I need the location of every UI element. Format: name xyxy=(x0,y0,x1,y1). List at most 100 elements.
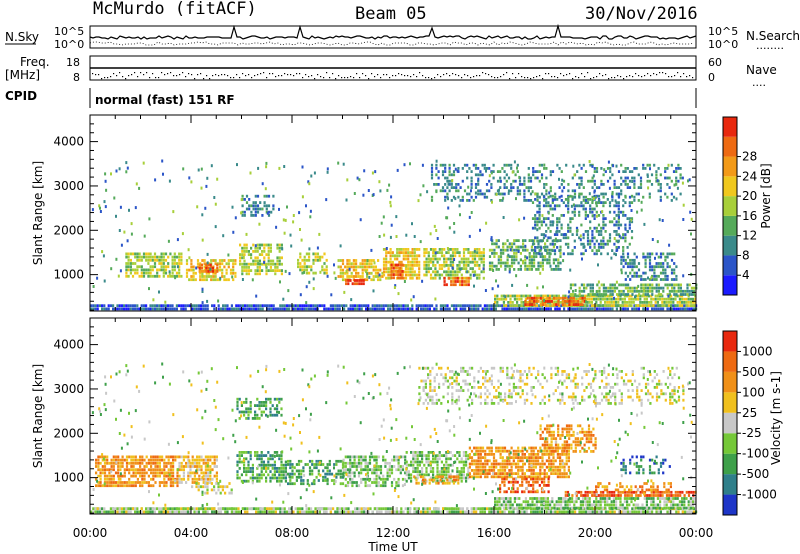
heatmap-cell xyxy=(526,303,529,306)
heatmap-cell xyxy=(164,252,168,256)
nave-dot xyxy=(611,77,613,79)
heatmap-cell xyxy=(128,461,131,465)
heatmap-cell xyxy=(635,192,638,196)
heatmap-cell xyxy=(171,304,174,308)
heatmap-cell xyxy=(571,176,574,180)
heatmap-cell xyxy=(125,255,128,259)
heatmap-cell xyxy=(172,468,175,472)
heatmap-cell xyxy=(180,274,183,278)
heatmap-cell xyxy=(472,510,475,514)
heatmap-cell xyxy=(450,283,453,287)
heatmap-cell xyxy=(265,204,268,208)
heatmap-cell xyxy=(228,482,231,485)
heatmap-cell xyxy=(171,258,174,262)
heatmap-cell xyxy=(160,507,163,511)
heatmap-cell xyxy=(468,234,471,238)
heatmap-cell xyxy=(600,510,603,514)
heatmap-cell xyxy=(557,264,560,268)
heatmap-cell xyxy=(554,307,557,311)
heatmap-cell xyxy=(399,276,402,280)
heatmap-cell xyxy=(545,204,548,208)
heatmap-cell xyxy=(545,217,548,220)
heatmap-cell xyxy=(307,507,310,511)
heatmap-cell xyxy=(153,258,157,262)
heatmap-cell xyxy=(180,507,183,511)
heatmap-cell xyxy=(560,194,563,198)
heatmap-cell xyxy=(472,304,475,308)
heatmap-cell xyxy=(674,294,677,298)
heatmap-cell xyxy=(673,252,676,256)
heatmap-cell xyxy=(567,199,570,202)
heatmap-cell xyxy=(422,510,425,514)
heatmap-cell xyxy=(472,163,475,167)
heatmap-cell xyxy=(491,242,494,246)
heatmap-cell xyxy=(657,286,660,290)
heatmap-cell xyxy=(604,223,607,227)
nave-label: Nave xyxy=(746,63,777,77)
heatmap-cell xyxy=(154,481,157,484)
heatmap-cell xyxy=(140,507,143,511)
heatmap-cell xyxy=(280,243,283,247)
heatmap-cell xyxy=(420,307,423,311)
heatmap-cell xyxy=(222,234,225,238)
heatmap-cell xyxy=(387,304,390,308)
heatmap-cell xyxy=(112,474,115,478)
heatmap-cell xyxy=(541,507,544,511)
heatmap-cell xyxy=(360,510,363,514)
heatmap-cell xyxy=(569,307,572,311)
heatmap-cell xyxy=(204,491,207,495)
heatmap-cell xyxy=(473,270,477,274)
heatmap-cell xyxy=(631,289,634,293)
heatmap-cell xyxy=(261,253,264,256)
nave-dot xyxy=(101,78,103,80)
heatmap-cell xyxy=(254,204,257,208)
heatmap-cell xyxy=(201,238,204,242)
heatmap-cell xyxy=(595,226,598,230)
heatmap-cell xyxy=(127,255,130,259)
nave-dot xyxy=(566,74,568,76)
heatmap-cell xyxy=(685,301,688,304)
heatmap-cell xyxy=(415,254,419,258)
heatmap-cell xyxy=(685,297,688,301)
heatmap-cell xyxy=(352,268,355,272)
heatmap-cell xyxy=(312,287,315,291)
heatmap-cell xyxy=(197,510,200,514)
heatmap-cell xyxy=(178,265,181,269)
heatmap-cell xyxy=(578,176,581,180)
heatmap-cell xyxy=(128,468,131,472)
heatmap-cell xyxy=(483,507,486,511)
heatmap-cell xyxy=(245,266,248,269)
heatmap-cell xyxy=(543,183,546,186)
heatmap-cell xyxy=(299,262,302,265)
heatmap-cell xyxy=(666,293,669,296)
heatmap-cell xyxy=(653,268,656,272)
heatmap-cell xyxy=(483,510,486,514)
heatmap-cell xyxy=(276,243,279,247)
heatmap-cell xyxy=(274,269,277,272)
heatmap-cell xyxy=(352,262,355,266)
heatmap-cell xyxy=(675,274,678,278)
heatmap-cell xyxy=(214,202,217,206)
heatmap-cell xyxy=(642,252,645,256)
heatmap-cell xyxy=(530,268,533,271)
heatmap-cell xyxy=(451,254,455,258)
heatmap-cell xyxy=(656,304,659,307)
heatmap-cell xyxy=(101,465,104,468)
heatmap-cell xyxy=(336,307,339,311)
heatmap-cell xyxy=(548,300,551,303)
heatmap-cell xyxy=(656,301,659,304)
heatmap-cell xyxy=(152,468,155,472)
heatmap-cell xyxy=(637,186,640,189)
nave-dot xyxy=(548,73,550,75)
heatmap-cell xyxy=(689,301,692,304)
heatmap-cell xyxy=(528,261,531,265)
heatmap-cell xyxy=(191,458,194,462)
heatmap-cell xyxy=(239,262,242,266)
heatmap-cell xyxy=(553,252,557,256)
heatmap-cell xyxy=(585,300,587,304)
nave-dot xyxy=(362,73,364,75)
heatmap-cell xyxy=(462,251,466,254)
heatmap-cell xyxy=(382,304,385,308)
heatmap-cell xyxy=(593,170,596,173)
heatmap-cell xyxy=(445,283,448,287)
